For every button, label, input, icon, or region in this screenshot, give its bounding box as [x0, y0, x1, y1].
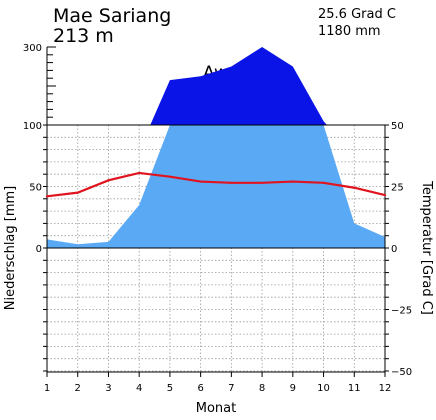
month-tick-label: 2	[75, 383, 81, 394]
station-name: Mae Sariang	[53, 5, 171, 27]
month-tick-label: 3	[105, 383, 111, 394]
left-tick-label: 300	[23, 43, 42, 54]
temperature-point	[200, 180, 202, 182]
precipitation-area	[47, 47, 385, 248]
temperature-point	[138, 172, 140, 174]
temperature-point	[46, 195, 48, 197]
right-tick-label: 50	[391, 121, 404, 132]
left-tick-label: 100	[23, 121, 42, 132]
month-tick-label: 7	[228, 383, 234, 394]
month-tick-label: 9	[290, 383, 296, 394]
temperature-point	[322, 182, 324, 184]
temperature-point	[292, 180, 294, 182]
temperature-point	[230, 182, 232, 184]
temperature-point	[169, 176, 171, 178]
left-tick-label: 0	[36, 244, 42, 255]
temperature-point	[107, 179, 109, 181]
right-tick-label: 0	[391, 244, 397, 255]
temperature-point	[77, 192, 79, 194]
month-tick-label: 6	[197, 383, 203, 394]
precipitation-fill	[47, 125, 385, 248]
right-tick-label: 25	[391, 183, 404, 194]
temperature-point	[261, 182, 263, 184]
month-tick-label: 1	[44, 383, 50, 394]
month-tick-label: 8	[259, 383, 265, 394]
temperature-point	[384, 194, 386, 196]
left-tick-label: 50	[29, 183, 42, 194]
mean-temperature: 25.6 Grad C	[318, 7, 396, 22]
right-tick-label: −25	[391, 306, 412, 317]
x-axis-label: Monat	[196, 401, 236, 416]
month-tick-label: 12	[379, 383, 392, 394]
temperature-point	[353, 187, 355, 189]
y-axis-label-right: Temperatur [Grad C]	[419, 180, 434, 315]
month-tick-label: 5	[167, 383, 173, 394]
y-axis-label-left: Niederschlag [mm]	[3, 186, 18, 311]
precipitation-excess-fill	[150, 47, 327, 125]
month-tick-label: 10	[317, 383, 330, 394]
month-tick-label: 11	[348, 383, 361, 394]
right-tick-label: −50	[391, 367, 412, 378]
month-tick-label: 4	[136, 383, 142, 394]
station-elevation: 213 m	[53, 25, 114, 47]
annual-precipitation: 1180 mm	[318, 24, 381, 39]
